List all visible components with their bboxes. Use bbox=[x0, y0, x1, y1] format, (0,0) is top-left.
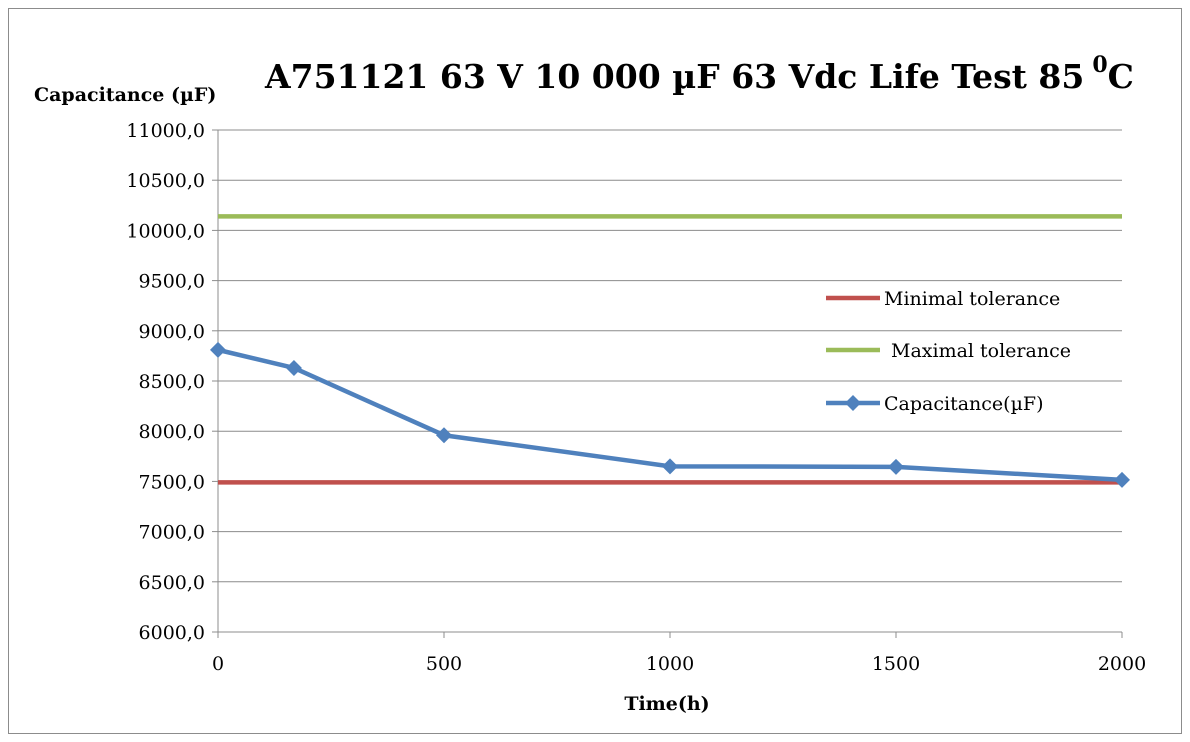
data-point bbox=[436, 427, 452, 444]
chart-frame bbox=[8, 8, 1182, 734]
y-tick-label: 11000,0 bbox=[126, 120, 205, 142]
y-axis-title: Capacitance (µF) bbox=[34, 84, 216, 106]
gridlines bbox=[218, 129, 1122, 633]
legend-item: Minimal tolerance bbox=[826, 288, 1060, 310]
data-point bbox=[888, 458, 904, 475]
y-tick-label: 10000,0 bbox=[126, 220, 205, 242]
legend-label: Minimal tolerance bbox=[884, 288, 1060, 310]
x-tick-label: 1000 bbox=[646, 653, 694, 675]
y-tick-label: 8000,0 bbox=[139, 421, 205, 443]
y-tick-label: 9000,0 bbox=[139, 321, 205, 343]
series-2 bbox=[210, 341, 1130, 488]
x-tick-label: 1500 bbox=[872, 653, 920, 675]
series-line bbox=[217, 347, 1123, 483]
data-point bbox=[1114, 471, 1130, 488]
x-tick-label: 500 bbox=[426, 653, 462, 675]
x-tick-label: 2000 bbox=[1098, 653, 1146, 675]
legend-label: Capacitance(µF) bbox=[884, 393, 1044, 415]
axes: 6000,0 6500,0 7000,0 7500,0 8000,0 8500,0 9000… bbox=[126, 120, 1146, 675]
legend-item: Capacitance(µF) bbox=[826, 393, 1044, 415]
chart-title-main: A751121 63 V 10 000 µF 63 Vdc Life Test … bbox=[264, 57, 1084, 96]
chart-title-superscript: 0 bbox=[1092, 52, 1107, 78]
y-tick-label: 9500,0 bbox=[139, 271, 205, 293]
series-layer bbox=[210, 214, 1130, 488]
legend-item: Maximal tolerance bbox=[826, 340, 1071, 362]
chart-title: A751121 63 V 10 000 µF 63 Vdc Life Test … bbox=[264, 52, 1134, 96]
data-point bbox=[285, 359, 302, 376]
y-tick-label: 10500,0 bbox=[126, 170, 205, 192]
y-tick-label: 6500,0 bbox=[139, 572, 205, 594]
y-tick-label: 6000,0 bbox=[139, 622, 205, 644]
data-point bbox=[662, 458, 678, 475]
chart-title-suffix: C bbox=[1108, 57, 1134, 96]
legend-marker bbox=[845, 395, 861, 411]
y-tick-label: 7500,0 bbox=[139, 471, 205, 493]
x-axis-title: Time(h) bbox=[624, 693, 709, 715]
data-point bbox=[210, 341, 226, 358]
legend-label: Maximal tolerance bbox=[891, 340, 1071, 362]
x-tick-label: 0 bbox=[212, 653, 224, 675]
legend: Minimal tolerance Maximal tolerance Capaci… bbox=[826, 288, 1071, 415]
y-tick-label: 8500,0 bbox=[139, 371, 205, 393]
y-tick-label: 7000,0 bbox=[139, 522, 205, 544]
